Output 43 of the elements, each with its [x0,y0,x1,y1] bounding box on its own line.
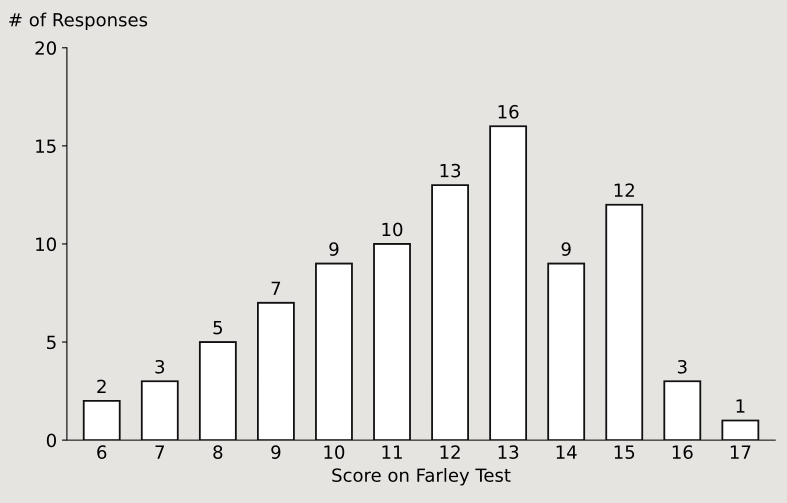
y-tick-label: 20 [36,41,56,55]
data-label: 10 [382,222,402,236]
y-tick-label: 15 [36,140,56,153]
y-tick-label: 5 [47,336,56,350]
bar [489,125,528,440]
x-tick-label: 15 [614,446,634,459]
data-label: 16 [498,104,518,119]
data-label: 3 [678,360,687,374]
x-tick-label: 8 [213,445,222,459]
x-tick-label: 7 [156,446,164,459]
bar [431,184,469,440]
bar [663,380,702,440]
bar [198,341,237,440]
bar [140,380,179,440]
x-tick-label: 17 [730,446,750,459]
y-tick-label: 10 [36,237,56,252]
bar [82,400,121,440]
bar [547,262,586,440]
data-label: 9 [329,242,338,256]
data-label: 13 [440,164,460,178]
data-label: 12 [614,183,634,197]
data-label: 3 [155,360,164,374]
bar [721,420,760,440]
data-label: 9 [562,242,571,256]
x-axis-title: Score on Farley Test [332,468,511,486]
y-tick-label: 0 [46,434,56,448]
x-tick-label: 11 [382,446,402,459]
data-label: 7 [272,282,280,295]
x-tick-label: 16 [672,445,693,459]
y-axis-title: # of Responses [9,12,148,30]
x-tick-label: 14 [556,446,577,459]
bar [605,204,644,440]
data-label: 2 [97,380,106,393]
bar [315,262,353,440]
data-label: 5 [213,320,222,334]
x-tick-label: 13 [498,445,518,459]
x-tick-label: 6 [97,445,106,459]
x-tick-label: 9 [271,445,280,459]
x-tick-label: 10 [324,445,344,459]
bar [373,243,411,440]
data-label: 1 [736,399,744,413]
x-tick-label: 12 [440,445,460,459]
bar [257,302,295,440]
